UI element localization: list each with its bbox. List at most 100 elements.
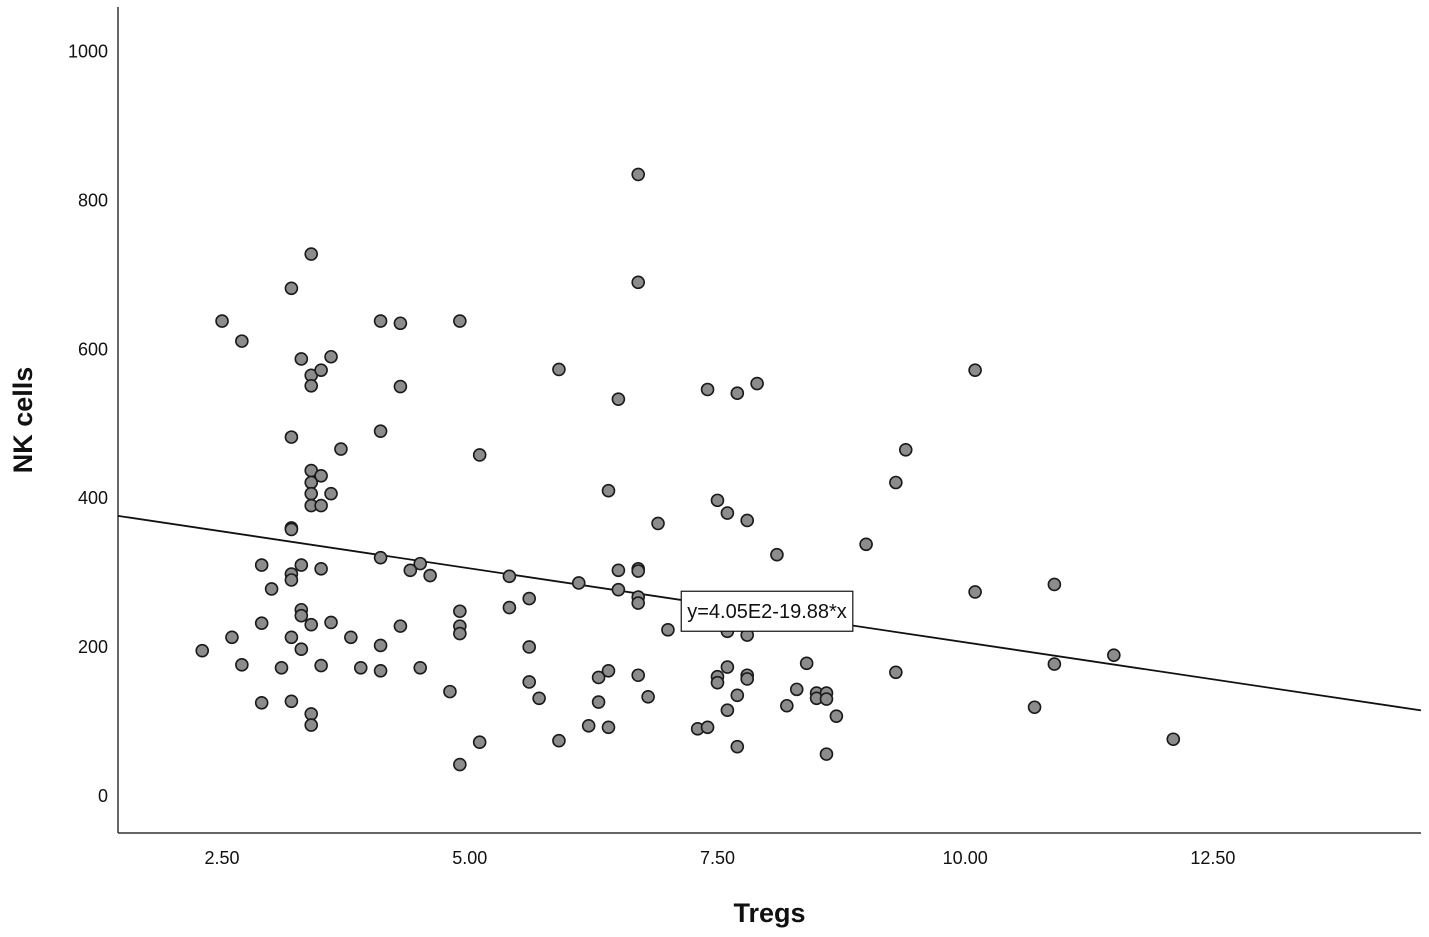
data-point — [819, 692, 834, 706]
data-point — [532, 691, 546, 706]
data-point — [393, 619, 408, 633]
data-point — [264, 582, 279, 596]
data-point — [453, 314, 467, 328]
data-point — [522, 591, 537, 606]
data-point — [700, 720, 715, 735]
data-point — [304, 247, 319, 261]
data-point — [314, 658, 328, 673]
data-point — [314, 562, 328, 576]
data-point — [423, 568, 437, 583]
data-point — [373, 550, 388, 565]
data-point — [522, 675, 537, 689]
data-point — [611, 563, 626, 578]
data-point — [780, 698, 794, 713]
data-point — [393, 379, 408, 394]
data-point — [601, 483, 616, 498]
data-point — [304, 617, 319, 632]
data-point — [294, 608, 309, 623]
data-point — [799, 656, 814, 671]
data-point — [393, 316, 408, 331]
data-points — [195, 167, 1181, 772]
data-point — [453, 757, 467, 772]
data-point — [859, 537, 873, 552]
data-point — [740, 672, 755, 686]
data-point — [700, 382, 715, 397]
y-tick-label: 0 — [98, 786, 108, 806]
data-point — [254, 616, 269, 630]
data-point — [413, 556, 428, 571]
data-point — [284, 522, 299, 537]
data-point — [710, 493, 725, 508]
data-point — [631, 167, 646, 182]
data-point — [215, 314, 229, 328]
data-point — [1027, 700, 1042, 715]
y-tick-label: 600 — [78, 339, 108, 359]
data-point — [314, 363, 328, 377]
y-tick-label: 1000 — [68, 42, 108, 62]
data-point — [1166, 732, 1181, 747]
data-point — [472, 735, 487, 750]
data-point — [789, 682, 804, 697]
data-point — [274, 660, 289, 675]
data-point — [502, 569, 517, 584]
data-point — [889, 665, 903, 680]
data-point — [552, 733, 566, 748]
data-point — [571, 576, 586, 590]
data-point — [373, 424, 388, 438]
data-point — [324, 349, 338, 364]
y-tick-label: 400 — [78, 488, 108, 508]
data-point — [750, 376, 764, 391]
data-point — [225, 630, 239, 645]
data-point — [611, 582, 626, 597]
data-point — [254, 558, 269, 572]
data-point — [1107, 648, 1121, 662]
regression-annotation: y=4.05E2-19.88*x — [680, 590, 854, 632]
data-point — [601, 720, 616, 735]
regression-label-box — [680, 590, 854, 632]
data-point — [304, 707, 319, 721]
data-point — [284, 573, 299, 587]
data-point — [601, 663, 616, 678]
data-point — [552, 362, 566, 377]
data-point — [1047, 577, 1062, 592]
data-point — [730, 739, 745, 754]
data-point — [631, 275, 646, 290]
data-point — [710, 675, 725, 690]
data-point — [443, 684, 457, 699]
data-point — [373, 638, 388, 653]
data-point — [373, 314, 388, 328]
data-point — [898, 442, 913, 457]
data-point — [314, 498, 328, 513]
data-point — [730, 688, 745, 703]
data-point — [829, 709, 844, 723]
data-point — [195, 643, 210, 658]
data-point — [819, 747, 834, 761]
data-point — [631, 668, 646, 683]
data-point — [641, 690, 655, 704]
data-point — [284, 430, 299, 444]
data-point — [254, 695, 269, 710]
data-point — [661, 623, 675, 637]
data-point — [284, 630, 299, 645]
data-point — [720, 660, 735, 674]
data-point — [591, 695, 606, 709]
data-point — [740, 513, 755, 528]
data-point — [591, 670, 606, 685]
data-point — [522, 640, 537, 654]
data-point — [324, 615, 338, 630]
data-point — [314, 469, 328, 483]
data-point — [453, 604, 467, 619]
x-tick-label: 5.00 — [452, 848, 487, 868]
regression-equation: y=4.05E2-19.88*x — [687, 601, 847, 623]
data-point — [284, 694, 299, 709]
data-point — [284, 281, 299, 296]
data-point — [968, 363, 982, 377]
y-axis-title: NK cells — [8, 367, 38, 474]
data-point — [235, 334, 249, 348]
x-tick-label: 10.00 — [943, 848, 988, 868]
y-tick-label: 200 — [78, 637, 108, 657]
data-point — [611, 392, 626, 406]
data-point — [304, 718, 319, 732]
data-point — [889, 475, 903, 490]
